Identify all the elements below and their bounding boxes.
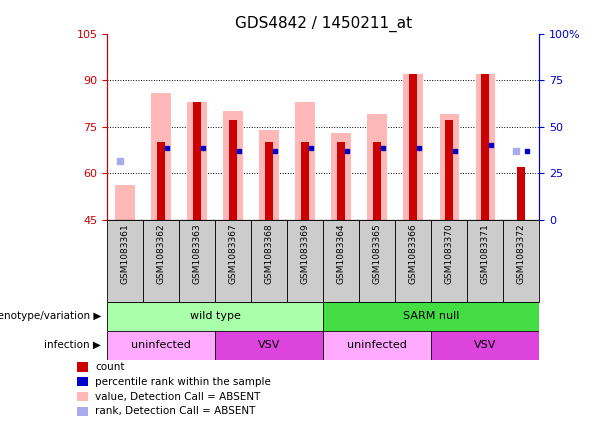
Text: GSM1083361: GSM1083361 (121, 224, 130, 284)
Bar (395, 220, 432, 302)
Bar (215, 220, 251, 302)
Bar (151, 93, 171, 220)
Bar (367, 114, 387, 220)
Bar (107, 331, 215, 360)
Bar (229, 121, 237, 220)
Bar (503, 220, 539, 302)
Bar (409, 74, 417, 220)
Bar (179, 220, 215, 302)
Bar (215, 331, 324, 360)
Text: GSM1083368: GSM1083368 (265, 224, 274, 284)
Bar (359, 220, 395, 302)
Bar (251, 220, 287, 302)
Bar (223, 111, 243, 220)
Bar (77, 407, 88, 416)
Text: GSM1083372: GSM1083372 (517, 224, 526, 284)
Bar (468, 220, 503, 302)
Text: infection ▶: infection ▶ (44, 340, 101, 350)
Bar (332, 133, 351, 220)
Bar (158, 142, 166, 220)
Bar (193, 102, 201, 220)
Bar (107, 302, 324, 331)
Bar (324, 331, 432, 360)
Bar (517, 167, 525, 220)
Bar (143, 220, 180, 302)
Bar (77, 392, 88, 401)
Text: GSM1083364: GSM1083364 (337, 224, 346, 284)
Bar (476, 74, 495, 220)
Text: uninfected: uninfected (348, 340, 407, 350)
Bar (107, 220, 143, 302)
Text: GSM1083363: GSM1083363 (193, 224, 202, 284)
Text: VSV: VSV (258, 340, 281, 350)
Bar (446, 121, 454, 220)
Bar (115, 186, 135, 220)
Text: SARM null: SARM null (403, 311, 460, 321)
Text: GSM1083365: GSM1083365 (373, 224, 382, 284)
Text: wild type: wild type (190, 311, 241, 321)
Bar (77, 362, 88, 372)
Bar (77, 377, 88, 387)
Bar (188, 102, 207, 220)
Bar (324, 220, 359, 302)
Text: GSM1083362: GSM1083362 (157, 224, 166, 284)
Bar (337, 142, 345, 220)
Text: GSM1083366: GSM1083366 (409, 224, 418, 284)
Text: percentile rank within the sample: percentile rank within the sample (95, 377, 271, 387)
Title: GDS4842 / 1450211_at: GDS4842 / 1450211_at (235, 16, 412, 33)
Bar (432, 331, 539, 360)
Bar (259, 130, 280, 220)
Text: GSM1083367: GSM1083367 (229, 224, 238, 284)
Bar (265, 142, 273, 220)
Text: GSM1083370: GSM1083370 (445, 224, 454, 284)
Text: genotype/variation ▶: genotype/variation ▶ (0, 311, 101, 321)
Bar (481, 74, 489, 220)
Bar (373, 142, 381, 220)
Text: uninfected: uninfected (131, 340, 191, 350)
Bar (432, 220, 467, 302)
Text: count: count (95, 362, 124, 372)
Bar (324, 302, 539, 331)
Text: VSV: VSV (474, 340, 497, 350)
Bar (302, 142, 310, 220)
Bar (403, 74, 424, 220)
Text: GSM1083369: GSM1083369 (301, 224, 310, 284)
Bar (295, 102, 315, 220)
Bar (287, 220, 324, 302)
Text: rank, Detection Call = ABSENT: rank, Detection Call = ABSENT (95, 407, 256, 416)
Text: value, Detection Call = ABSENT: value, Detection Call = ABSENT (95, 392, 261, 401)
Bar (440, 114, 459, 220)
Text: GSM1083371: GSM1083371 (481, 224, 490, 284)
